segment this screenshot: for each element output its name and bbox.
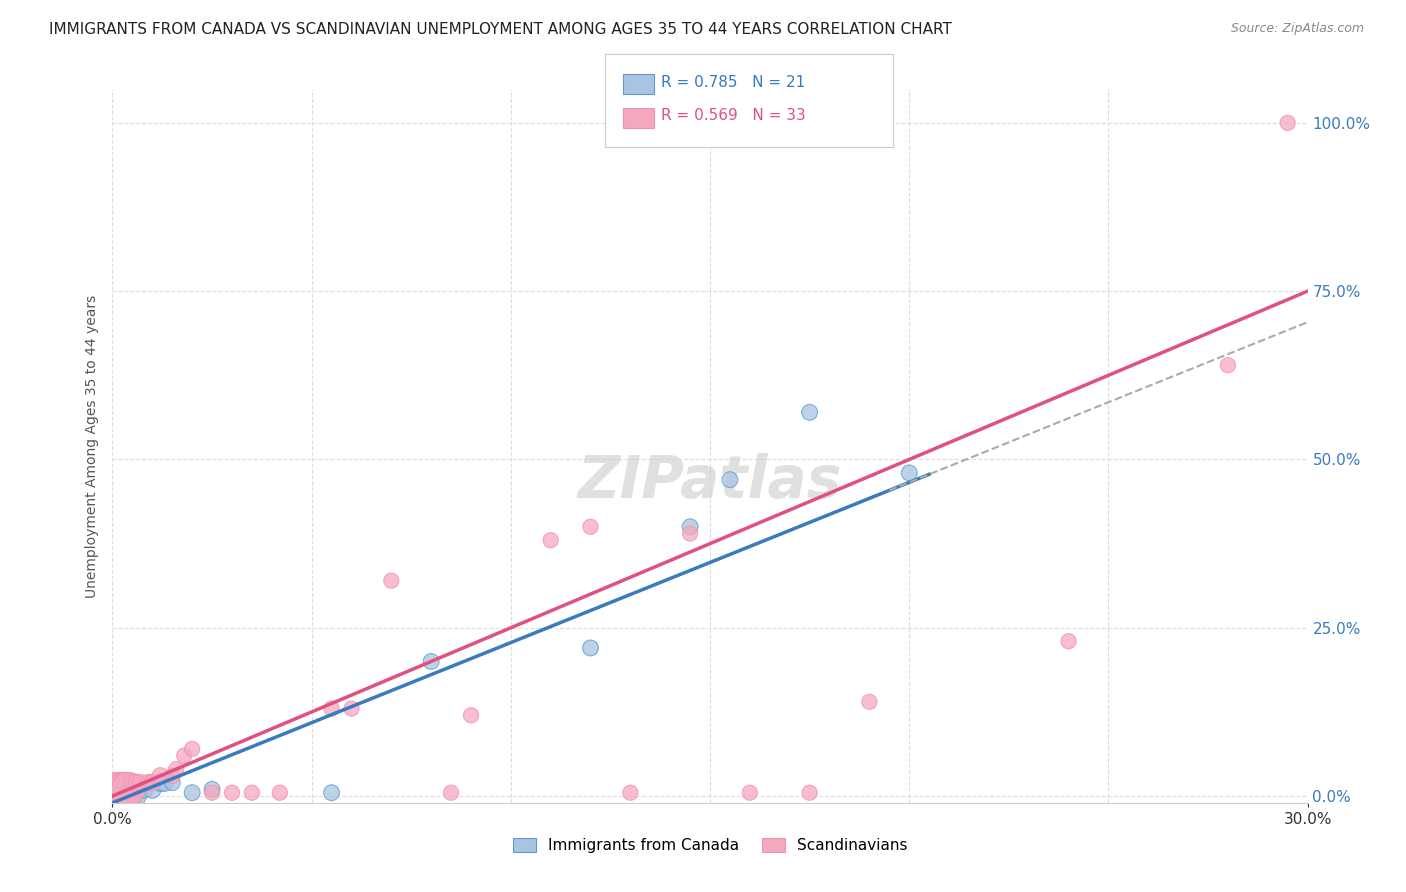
- Point: [117, 786, 139, 800]
- Point: [141, 782, 163, 797]
- Point: [1057, 634, 1080, 648]
- Text: IMMIGRANTS FROM CANADA VS SCANDINAVIAN UNEMPLOYMENT AMONG AGES 35 TO 44 YEARS CO: IMMIGRANTS FROM CANADA VS SCANDINAVIAN U…: [49, 22, 952, 37]
- Point: [321, 701, 343, 715]
- Point: [1216, 358, 1239, 372]
- Point: [240, 786, 263, 800]
- Point: [1277, 116, 1299, 130]
- Legend: Immigrants from Canada, Scandinavians: Immigrants from Canada, Scandinavians: [506, 832, 914, 859]
- Point: [125, 775, 148, 789]
- Y-axis label: Unemployment Among Ages 35 to 44 years: Unemployment Among Ages 35 to 44 years: [84, 294, 98, 598]
- Point: [269, 786, 291, 800]
- Point: [799, 786, 821, 800]
- Point: [420, 655, 443, 669]
- Point: [738, 786, 761, 800]
- Point: [129, 775, 152, 789]
- Point: [201, 786, 224, 800]
- Point: [153, 775, 176, 789]
- Point: [114, 786, 135, 800]
- Point: [898, 466, 921, 480]
- Point: [679, 520, 702, 534]
- Point: [221, 786, 243, 800]
- Point: [619, 786, 641, 800]
- Point: [540, 533, 562, 548]
- Point: [321, 786, 343, 800]
- Point: [129, 782, 152, 797]
- Point: [380, 574, 402, 588]
- Text: ZIPatlas: ZIPatlas: [578, 453, 842, 510]
- Point: [110, 782, 132, 797]
- Point: [162, 769, 183, 783]
- Point: [201, 782, 224, 797]
- Text: R = 0.785   N = 21: R = 0.785 N = 21: [661, 75, 806, 89]
- Point: [141, 775, 163, 789]
- Point: [105, 782, 128, 797]
- Text: R = 0.569   N = 33: R = 0.569 N = 33: [661, 109, 806, 123]
- Point: [121, 782, 143, 797]
- Text: Source: ZipAtlas.com: Source: ZipAtlas.com: [1230, 22, 1364, 36]
- Point: [679, 526, 702, 541]
- Point: [149, 769, 172, 783]
- Point: [110, 786, 132, 800]
- Point: [858, 695, 880, 709]
- Point: [134, 782, 156, 797]
- Point: [460, 708, 482, 723]
- Point: [173, 748, 195, 763]
- Point: [579, 640, 602, 655]
- Point: [149, 775, 172, 789]
- Point: [181, 742, 204, 756]
- Point: [340, 701, 363, 715]
- Point: [114, 782, 135, 797]
- Point: [105, 786, 128, 800]
- Point: [162, 775, 183, 789]
- Point: [799, 405, 821, 419]
- Point: [121, 775, 143, 789]
- Point: [440, 786, 463, 800]
- Point: [579, 520, 602, 534]
- Point: [181, 786, 204, 800]
- Point: [718, 473, 741, 487]
- Point: [165, 762, 187, 776]
- Point: [138, 775, 160, 789]
- Point: [125, 782, 148, 797]
- Point: [117, 782, 139, 797]
